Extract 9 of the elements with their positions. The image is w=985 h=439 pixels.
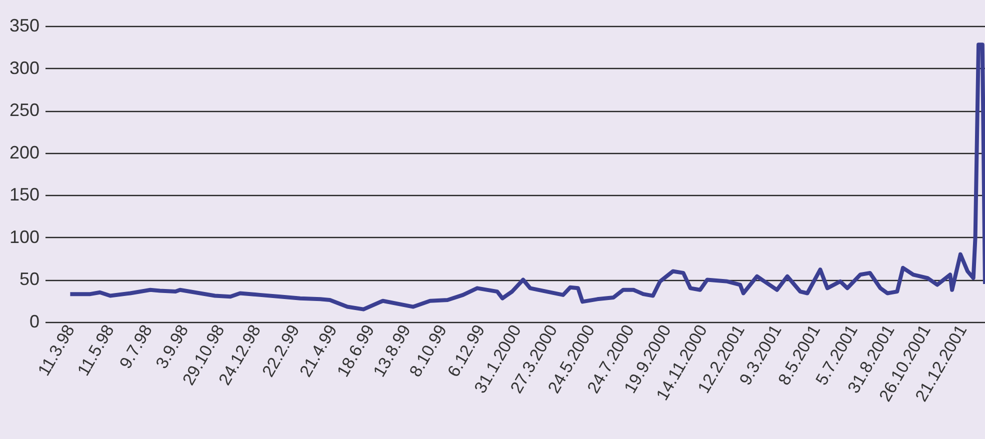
y-tick-label: 50: [19, 269, 40, 290]
y-tick-label: 250: [9, 100, 40, 120]
line-series: [68, 42, 985, 312]
y-tick-label: 350: [9, 16, 40, 36]
y-tick-label: 300: [9, 58, 40, 78]
y-tick-label: 200: [9, 142, 40, 162]
y-tick-label: 100: [9, 226, 40, 247]
y-tick-label: 0: [29, 312, 40, 332]
y-tick-label: 150: [9, 184, 40, 205]
